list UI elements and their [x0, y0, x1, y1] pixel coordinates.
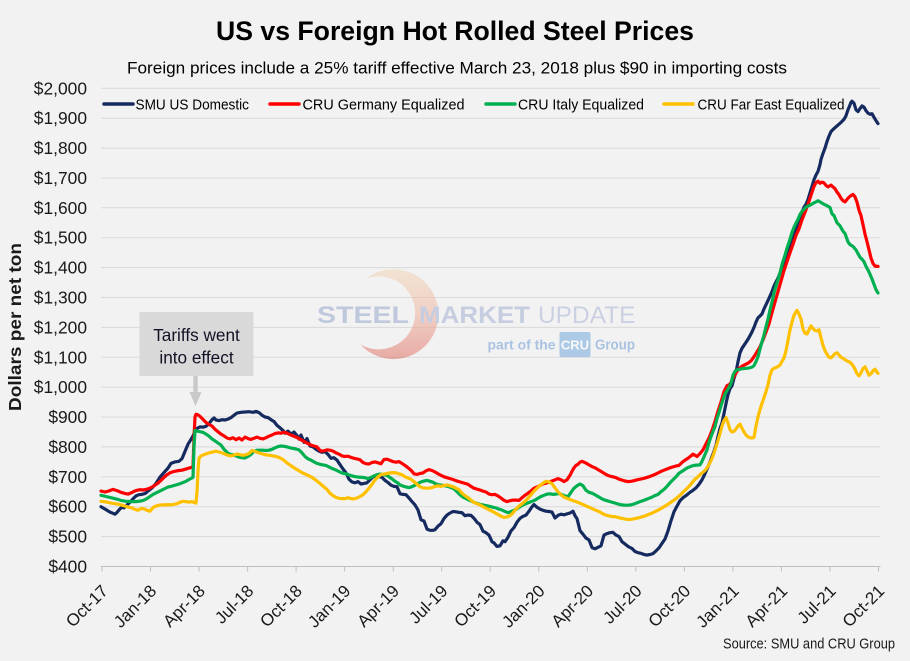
svg-text:$1,900: $1,900: [34, 108, 87, 128]
svg-text:CRU: CRU: [561, 338, 589, 353]
svg-text:Tariffs went: Tariffs went: [153, 325, 240, 345]
svg-text:$1,400: $1,400: [34, 258, 87, 278]
svg-text:CRU Far East Equalized: CRU Far East Equalized: [698, 97, 845, 114]
svg-text:Group: Group: [595, 338, 635, 354]
svg-text:$600: $600: [48, 497, 87, 517]
svg-text:$900: $900: [48, 407, 87, 427]
svg-text:$700: $700: [48, 467, 87, 487]
svg-text:Foreign prices include a 25% t: Foreign prices include a 25% tariff effe…: [127, 60, 787, 78]
svg-text:CRU Italy Equalized: CRU Italy Equalized: [518, 97, 644, 114]
svg-text:$1,000: $1,000: [34, 377, 87, 397]
svg-text:$1,500: $1,500: [34, 228, 87, 248]
svg-text:$1,800: $1,800: [34, 138, 87, 158]
svg-text:part of the: part of the: [488, 337, 556, 353]
svg-text:$1,200: $1,200: [34, 317, 87, 337]
svg-text:$1,600: $1,600: [34, 198, 87, 218]
svg-text:into effect: into effect: [159, 348, 233, 368]
svg-text:$2,000: $2,000: [34, 78, 87, 98]
svg-text:$1,100: $1,100: [34, 347, 87, 367]
svg-text:STEEL: STEEL: [317, 302, 409, 329]
svg-text:UPDATE: UPDATE: [538, 302, 636, 329]
svg-text:SMU US Domestic: SMU US Domestic: [136, 97, 250, 114]
svg-text:CRU Germany Equalized: CRU Germany Equalized: [303, 97, 465, 114]
svg-text:$500: $500: [48, 527, 87, 547]
svg-text:MARKET: MARKET: [419, 302, 530, 329]
svg-text:$400: $400: [48, 557, 87, 577]
svg-text:$1,700: $1,700: [34, 168, 87, 188]
svg-text:Dollars per net ton: Dollars per net ton: [5, 243, 25, 411]
svg-text:$800: $800: [48, 437, 87, 457]
svg-text:US vs Foreign Hot Rolled Steel: US vs Foreign Hot Rolled Steel Prices: [216, 16, 694, 46]
svg-text:$1,300: $1,300: [34, 288, 87, 308]
svg-text:Source: SMU and CRU Group: Source: SMU and CRU Group: [723, 637, 895, 653]
